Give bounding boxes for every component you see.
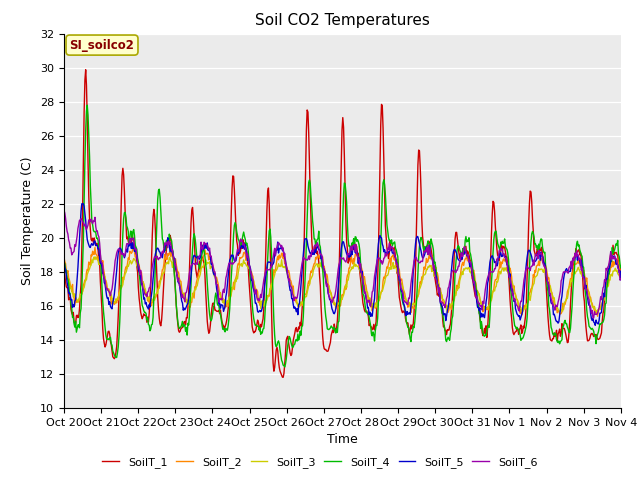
SoilT_5: [214, 296, 222, 301]
Legend: SoilT_1, SoilT_2, SoilT_3, SoilT_4, SoilT_5, SoilT_6: SoilT_1, SoilT_2, SoilT_3, SoilT_4, Soil…: [98, 452, 542, 472]
SoilT_2: [594, 313, 602, 319]
Title: Soil CO2 Temperatures: Soil CO2 Temperatures: [255, 13, 430, 28]
SoilT_1: [214, 308, 222, 314]
SoilT_1: [617, 268, 625, 274]
SoilT_6: [184, 282, 192, 288]
Line: SoilT_2: SoilT_2: [64, 247, 621, 316]
SoilT_2: [411, 305, 419, 311]
SoilT_6: [426, 248, 434, 254]
Line: SoilT_6: SoilT_6: [64, 210, 621, 318]
SoilT_6: [127, 235, 135, 241]
SoilT_3: [128, 260, 136, 266]
SoilT_6: [617, 276, 625, 282]
SoilT_5: [60, 256, 68, 262]
SoilT_5: [428, 253, 435, 259]
SoilT_3: [90, 254, 98, 260]
SoilT_4: [281, 364, 289, 370]
SoilT_3: [617, 275, 625, 281]
SoilT_3: [70, 294, 78, 300]
SoilT_2: [428, 254, 435, 260]
Line: SoilT_3: SoilT_3: [64, 257, 621, 312]
SoilT_6: [410, 258, 418, 264]
Text: SI_soilco2: SI_soilco2: [70, 38, 134, 51]
SoilT_2: [129, 244, 137, 250]
SoilT_6: [590, 315, 598, 321]
SoilT_5: [78, 201, 86, 207]
SoilT_2: [127, 251, 135, 256]
Y-axis label: Soil Temperature (C): Soil Temperature (C): [22, 156, 35, 285]
SoilT_2: [60, 254, 68, 260]
X-axis label: Time: Time: [327, 433, 358, 446]
SoilT_1: [428, 252, 436, 257]
SoilT_5: [411, 249, 419, 255]
SoilT_4: [83, 102, 91, 108]
SoilT_4: [128, 237, 136, 242]
SoilT_4: [185, 322, 193, 328]
SoilT_1: [412, 263, 419, 268]
SoilT_2: [185, 303, 193, 309]
SoilT_4: [617, 265, 625, 271]
Line: SoilT_5: SoilT_5: [64, 204, 621, 325]
SoilT_2: [214, 281, 222, 287]
SoilT_5: [128, 240, 136, 245]
SoilT_4: [70, 321, 78, 327]
SoilT_5: [617, 277, 625, 283]
SoilT_4: [214, 302, 222, 308]
SoilT_3: [185, 297, 193, 303]
SoilT_4: [412, 310, 419, 316]
SoilT_5: [70, 304, 78, 310]
SoilT_1: [128, 230, 136, 236]
SoilT_3: [60, 266, 68, 272]
SoilT_1: [70, 319, 78, 325]
SoilT_6: [70, 249, 78, 254]
SoilT_6: [60, 207, 68, 213]
SoilT_1: [82, 67, 90, 72]
Line: SoilT_1: SoilT_1: [64, 70, 621, 377]
SoilT_3: [411, 302, 419, 308]
SoilT_6: [214, 282, 221, 288]
SoilT_1: [185, 290, 193, 296]
SoilT_2: [617, 271, 625, 277]
SoilT_3: [593, 309, 600, 314]
Line: SoilT_4: SoilT_4: [64, 105, 621, 367]
SoilT_5: [185, 296, 193, 301]
SoilT_1: [60, 270, 68, 276]
SoilT_3: [428, 263, 435, 268]
SoilT_2: [70, 295, 78, 300]
SoilT_5: [591, 323, 599, 328]
SoilT_1: [279, 374, 287, 380]
SoilT_3: [214, 287, 222, 293]
SoilT_4: [60, 260, 68, 265]
SoilT_4: [428, 240, 436, 246]
